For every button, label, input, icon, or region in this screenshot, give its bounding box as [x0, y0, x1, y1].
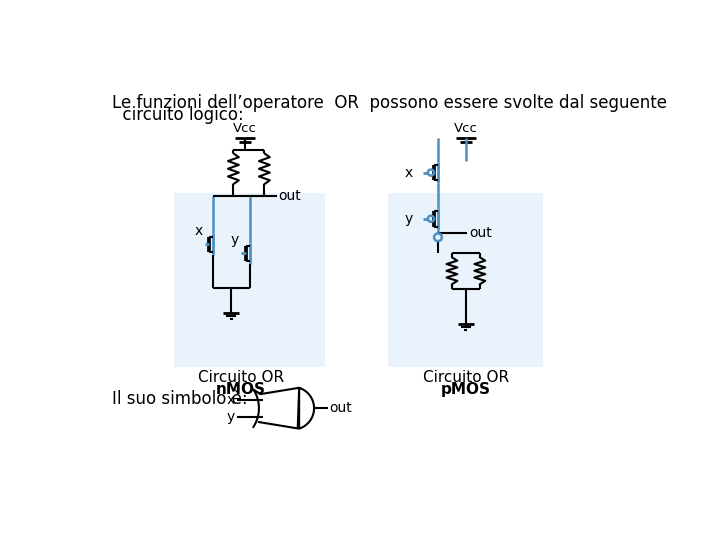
Text: y: y: [227, 410, 235, 424]
Text: Vcc: Vcc: [454, 122, 478, 135]
Text: out: out: [469, 226, 492, 240]
Text: nMOS: nMOS: [216, 382, 266, 397]
Text: Circuito OR: Circuito OR: [198, 370, 284, 386]
Text: out: out: [279, 188, 301, 202]
Text: y: y: [404, 212, 413, 226]
Polygon shape: [253, 388, 314, 429]
Bar: [388, 193, 544, 367]
Text: out: out: [330, 401, 352, 415]
Text: x: x: [227, 393, 235, 407]
Text: x: x: [404, 166, 413, 180]
Bar: [174, 193, 325, 367]
Text: Le funzioni dell’operatore  OR  possono essere svolte dal seguente: Le funzioni dell’operatore OR possono es…: [112, 94, 667, 112]
Text: Vcc: Vcc: [233, 122, 257, 135]
Text: y: y: [230, 233, 239, 247]
Text: Il suo simbolo è:: Il suo simbolo è:: [112, 390, 248, 408]
Text: Circuito OR: Circuito OR: [423, 370, 509, 386]
Text: circuito logico:: circuito logico:: [112, 106, 243, 124]
Text: x: x: [194, 224, 202, 238]
Text: pMOS: pMOS: [441, 382, 491, 397]
